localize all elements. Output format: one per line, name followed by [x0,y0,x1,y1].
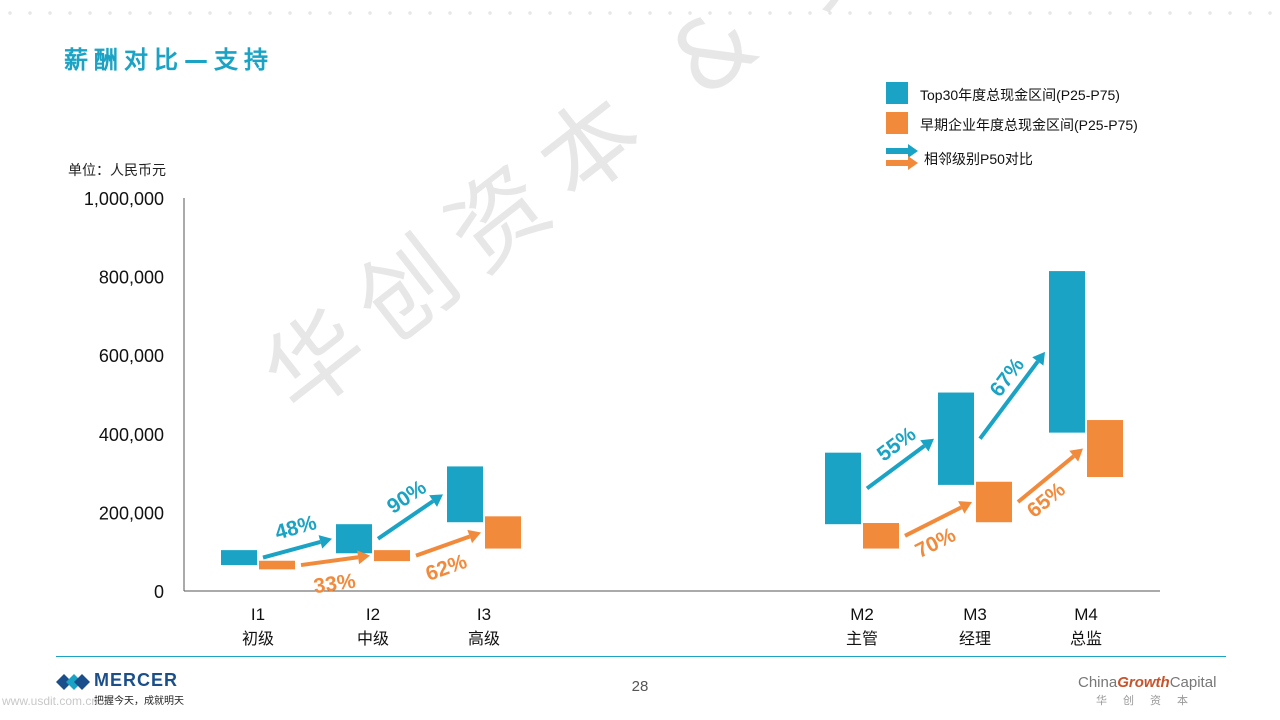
y-tick-label: 400,000 [99,425,164,445]
comparison-label: 33% [312,570,357,599]
range-bar [825,452,861,525]
comparison-arrowhead [1032,351,1045,366]
comparison-arrow [1016,454,1076,504]
y-tick-label: 0 [154,582,164,602]
y-tick-label: 800,000 [99,268,164,288]
cgc-logo: ChinaGrowthCapital [1078,674,1216,691]
comparison-label: 65% [1023,478,1070,523]
range-bar [863,523,899,549]
comparison-arrow [904,505,963,538]
page-title: 薪酬对比—支持 [64,46,274,74]
x-tick-code: M3 [963,605,987,624]
comparison-arrowhead [958,501,972,514]
x-tick-name: 初级 [242,630,274,648]
range-bar [1087,420,1123,478]
page-number: 28 [631,678,649,695]
chart: 0 200,000 400,000 600,000 800,000 1,000,000 I1… [84,189,1160,648]
range-bar [447,466,483,523]
range-bar [336,524,372,554]
legend-swatch-blue [886,82,908,104]
mercer-name: MERCER [94,670,179,690]
x-tick-code: M4 [1074,605,1098,624]
unit-label: 单位：人民币元 [68,163,166,179]
comparison-label: 55% [873,422,921,466]
mercer-tagline: 把握今天，成就明天 [94,696,184,707]
arrow-pair-icon [886,144,918,170]
legend-label: 相邻级别P50对比 [924,151,1033,167]
comparison-arrow [300,555,359,568]
legend-label: 早期企业年度总现金区间(P25-P75) [920,117,1138,133]
cgc-prefix: China [1078,674,1118,691]
y-tick-label: 600,000 [99,346,164,366]
comparison-arrowhead [429,494,443,507]
comparison-arrow [262,539,321,560]
comparison-arrowhead [1069,448,1083,462]
cgc-subtitle: 华创资本 [1096,694,1204,707]
legend-swatch-orange [886,112,908,134]
x-tick-code: I2 [366,605,380,624]
mercer-icon [56,674,90,690]
comparison-arrowhead [318,535,332,549]
comparison-label: 90% [383,476,431,519]
comparison-arrow [415,534,471,558]
comparison-arrow [865,444,926,491]
range-bar [1049,271,1085,433]
comparison-label: 48% [272,511,319,544]
legend-label: Top30年度总现金区间(P25-P75) [920,87,1120,103]
range-bar [938,392,974,485]
range-bar [374,550,410,562]
top-dotted-border [0,10,1280,16]
x-tick-code: I1 [251,605,265,624]
x-tick-code: I3 [477,605,491,624]
comparison-label: 62% [423,550,471,586]
x-tick-name: 高级 [468,630,500,648]
range-bar [259,560,295,570]
x-tick-name: 中级 [357,630,389,648]
x-tick-name: 总监 [1070,630,1102,648]
y-tick-label: 200,000 [99,503,164,523]
source-url: www.usdit.com.cn [2,694,99,708]
range-bar [221,550,257,566]
comparison-arrow [376,499,435,541]
comparison-arrowhead [357,550,370,565]
comparison-arrowhead [467,529,481,544]
comparison-label: 67% [985,353,1029,401]
range-bar [485,516,521,549]
comparison-arrow [978,360,1040,440]
y-tick-label: 1,000,000 [84,189,164,209]
footer-divider [56,656,1226,657]
x-tick-name: 主管 [846,630,878,648]
comparison-arrowhead [920,438,934,452]
x-tick-code: M2 [850,605,874,624]
cgc-bold: Growth [1117,674,1170,691]
x-tick-name: 经理 [959,630,991,648]
cgc-suffix: Capital [1169,674,1217,691]
range-bar [976,481,1012,523]
